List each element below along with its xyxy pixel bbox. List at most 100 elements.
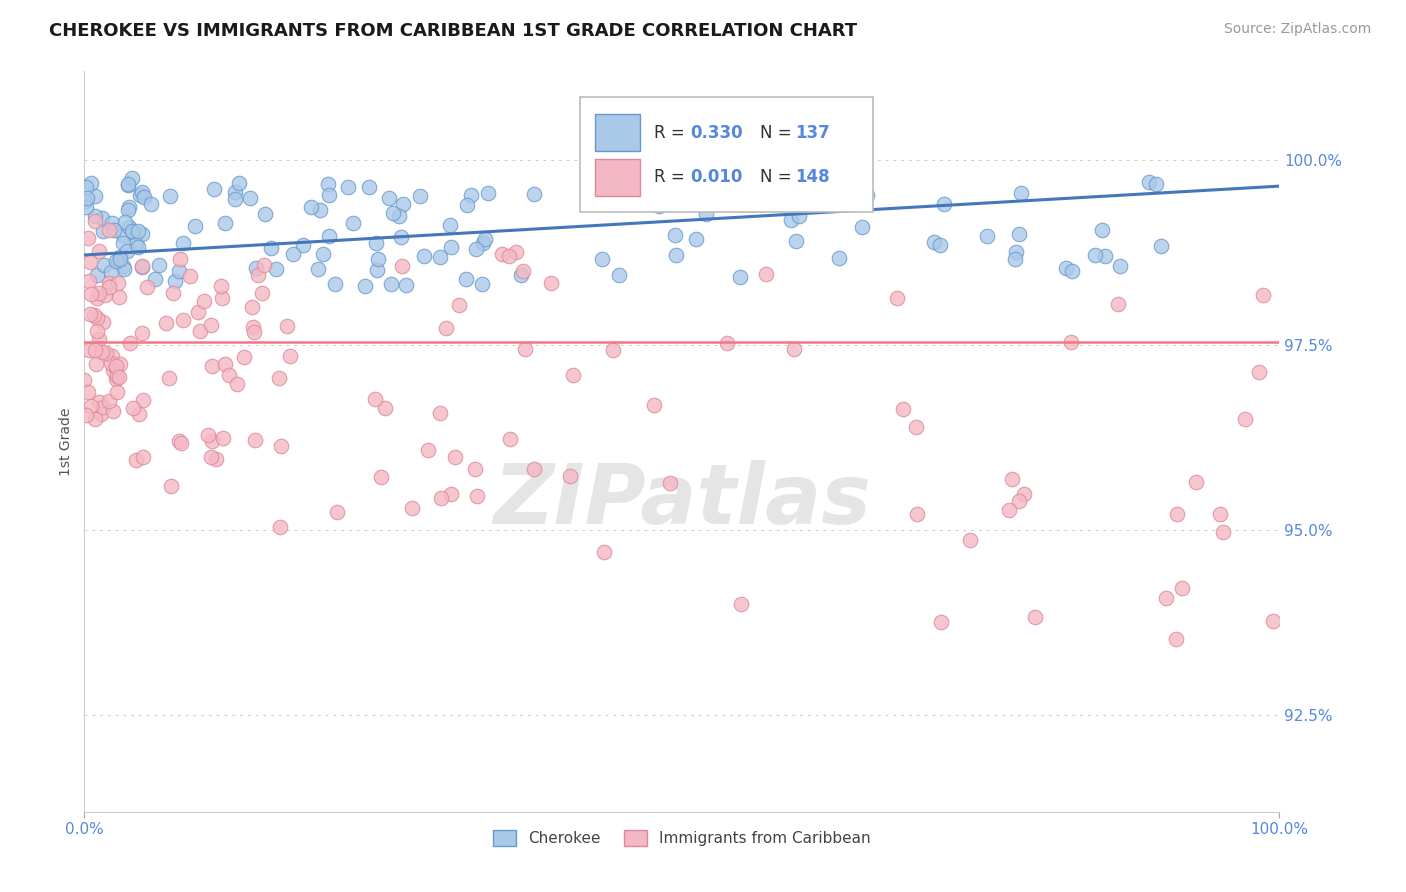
Point <box>76 231 98 245</box>
Point <box>108 290 131 304</box>
Y-axis label: 1st Grade: 1st Grade <box>59 408 73 475</box>
Point <box>429 491 451 506</box>
Point <box>108 252 131 266</box>
Point <box>226 376 249 391</box>
Point <box>131 259 153 273</box>
Point <box>246 268 269 283</box>
Point <box>395 278 418 293</box>
Point <box>104 360 127 375</box>
Point <box>460 187 482 202</box>
Point <box>86 325 108 339</box>
Point <box>512 263 534 277</box>
Point <box>141 196 163 211</box>
Text: 137: 137 <box>796 124 830 142</box>
Point <box>200 450 222 465</box>
Point <box>214 357 236 371</box>
Point <box>105 372 128 386</box>
Point <box>160 478 183 492</box>
Point <box>785 234 807 248</box>
Point <box>1094 249 1116 263</box>
Point <box>131 185 153 199</box>
Point <box>79 307 101 321</box>
Point <box>1249 366 1271 380</box>
Point <box>270 439 292 453</box>
Point <box>465 489 488 503</box>
Point <box>100 265 122 279</box>
Point <box>245 260 267 275</box>
Point <box>591 252 613 266</box>
Point <box>211 291 233 305</box>
Point <box>456 272 478 286</box>
Point <box>695 207 717 221</box>
Point <box>998 503 1021 517</box>
Point <box>491 247 513 261</box>
Point <box>846 179 869 194</box>
Point <box>307 261 329 276</box>
Point <box>239 190 262 204</box>
Point <box>167 263 190 277</box>
Point <box>101 349 124 363</box>
Point <box>97 223 120 237</box>
Point <box>159 189 181 203</box>
Point <box>84 357 107 371</box>
Point <box>80 399 103 413</box>
Point <box>179 269 201 284</box>
Point <box>193 293 215 308</box>
Point <box>75 200 97 214</box>
Point <box>1091 223 1114 237</box>
Point <box>464 461 486 475</box>
Point <box>610 189 633 203</box>
Point <box>264 262 287 277</box>
Point <box>105 359 128 373</box>
Point <box>523 462 546 476</box>
Point <box>318 187 340 202</box>
Text: Source: ZipAtlas.com: Source: ZipAtlas.com <box>1223 22 1371 37</box>
Point <box>474 232 496 246</box>
Point <box>129 188 152 202</box>
Point <box>316 177 339 191</box>
Point <box>73 373 96 387</box>
Point <box>366 263 388 277</box>
Point <box>108 250 131 264</box>
Point <box>312 246 335 260</box>
Point <box>107 254 129 268</box>
Point <box>1212 525 1234 540</box>
Point <box>510 268 533 282</box>
Point <box>91 211 114 226</box>
Text: N =: N = <box>759 169 796 186</box>
Point <box>1209 507 1232 521</box>
Point <box>444 450 467 464</box>
Point <box>380 277 402 291</box>
Text: R =: R = <box>654 124 690 142</box>
Point <box>1149 239 1171 253</box>
Point <box>89 395 111 409</box>
Point <box>86 291 108 305</box>
Point <box>465 242 488 256</box>
Point <box>143 272 166 286</box>
Point <box>326 505 349 519</box>
Point <box>87 332 110 346</box>
Point <box>1166 632 1188 646</box>
Point <box>101 404 124 418</box>
Point <box>93 315 115 329</box>
Text: 0.010: 0.010 <box>690 169 742 186</box>
Point <box>523 186 546 201</box>
Point <box>212 430 235 444</box>
Point <box>204 451 226 466</box>
Point <box>267 371 290 385</box>
Point <box>323 277 346 292</box>
Point <box>77 384 100 399</box>
Point <box>602 343 624 357</box>
Point <box>391 259 413 273</box>
Point <box>1154 591 1177 606</box>
Point <box>132 393 155 408</box>
Point <box>76 191 98 205</box>
Point <box>1012 487 1035 501</box>
Legend: Cherokee, Immigrants from Caribbean: Cherokee, Immigrants from Caribbean <box>486 824 877 852</box>
Point <box>1024 610 1046 624</box>
Point <box>84 411 107 425</box>
Point <box>90 407 112 421</box>
Point <box>1054 260 1077 275</box>
Point <box>260 241 283 255</box>
Point <box>242 320 264 334</box>
